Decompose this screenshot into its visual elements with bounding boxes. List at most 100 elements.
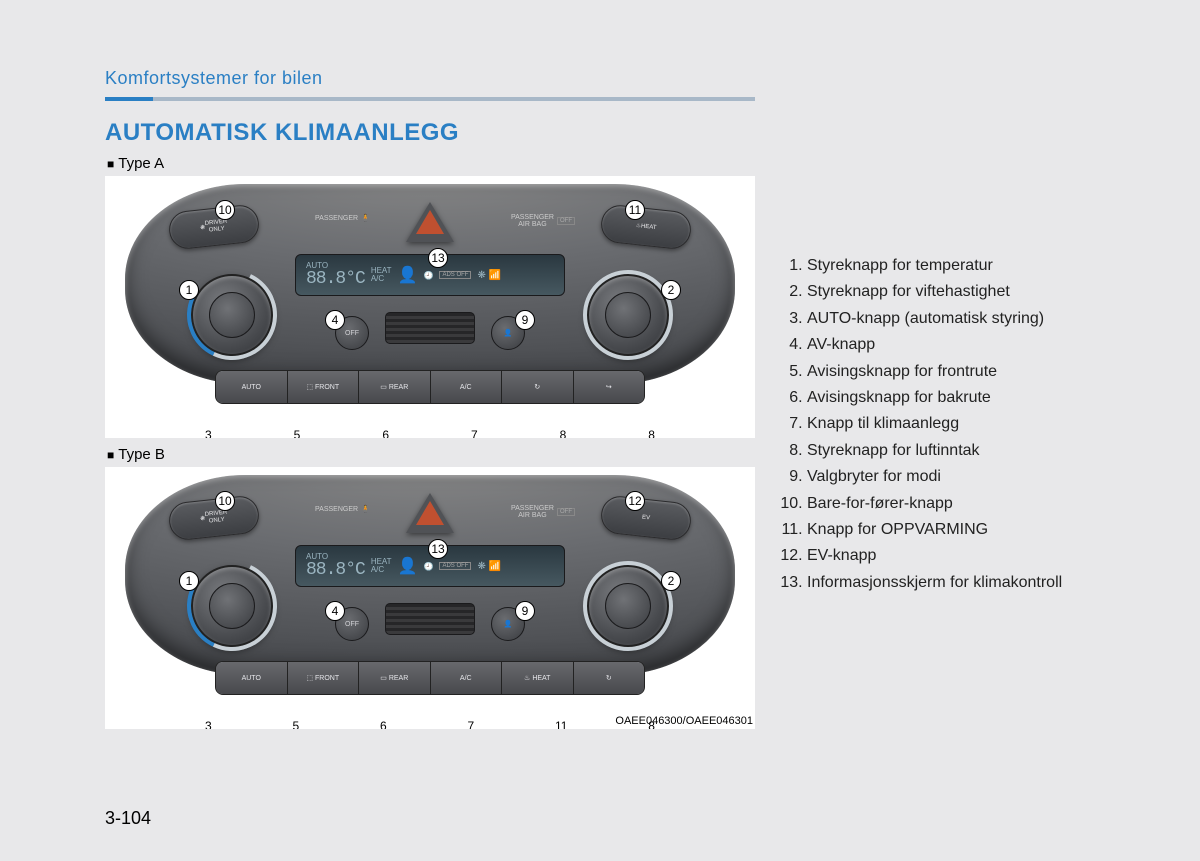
type-a-label: Type A — [107, 155, 755, 172]
legend-item: Valgbryter for modi — [807, 464, 1095, 490]
lcd-ads-b: ADS OFF — [439, 562, 471, 570]
legend-item: Knapp til klimaanlegg — [807, 411, 1095, 437]
airbag-off-indicator: OFF — [557, 217, 575, 225]
callout-b1: 1 — [179, 571, 199, 591]
driver-only-label: DRIVER ONLY — [205, 219, 229, 234]
fresh-air-icon: ↪ — [606, 383, 612, 391]
airbag-label-b: PASSENGER AIR BAG OFF — [511, 505, 575, 519]
mode-icon: 👤 — [504, 329, 513, 337]
callout-b2: 2 — [661, 571, 681, 591]
callout-b11: 11 — [555, 719, 567, 729]
airflow-icon: 👤 — [398, 265, 418, 285]
airbag-label: PASSENGER AIR BAG OFF — [511, 214, 575, 228]
passenger-label: PASSENGER 🧍 — [315, 214, 370, 222]
airbag-off-indicator-b: OFF — [557, 508, 575, 516]
callout-b7: 7 — [468, 719, 475, 729]
section-header: Komfortsystemer for bilen — [105, 68, 1110, 101]
driver-only-label-b: DRIVER ONLY — [205, 510, 229, 525]
callout-b10: 10 — [215, 491, 235, 511]
climate-panel-a: ❋ DRIVER ONLY ♨ HEAT PASSENGER 🧍 PASSENG… — [125, 184, 735, 422]
content-row: Type A ❋ DRIVER ONLY ♨ HEAT PASSENGER 🧍 — [105, 153, 1110, 729]
callout-b13: 13 — [428, 539, 448, 559]
bottom-button-bar-b: AUTO ⬚FRONT ▭REAR A/C ♨HEAT ↻ — [215, 661, 645, 695]
hazard-button-b[interactable] — [406, 493, 454, 533]
recirculate-button[interactable]: ↻ — [502, 371, 574, 403]
clock-icon: 🕘 — [423, 562, 433, 571]
temperature-knob[interactable] — [191, 274, 273, 356]
callout-11: 11 — [625, 200, 645, 220]
panel-a: ❋ DRIVER ONLY ♨ HEAT PASSENGER 🧍 PASSENG… — [105, 176, 755, 438]
ev-label: EV — [642, 514, 651, 521]
ac-button[interactable]: A/C — [431, 371, 503, 403]
legend-item: Styreknapp for temperatur — [807, 253, 1095, 279]
legend-item: AUTO-knapp (automatisk styring) — [807, 306, 1095, 332]
clock-icon: 🕘 — [423, 271, 433, 280]
fan-speed-knob-b[interactable] — [587, 565, 669, 647]
legend-item: Informasjonsskjerm for klimakontroll — [807, 570, 1095, 596]
front-defrost-button[interactable]: ⬚FRONT — [288, 371, 360, 403]
heat-icon: ♨ — [524, 674, 530, 682]
callout-b6: 6 — [380, 719, 387, 729]
callout-13: 13 — [428, 248, 448, 268]
fan-level-icon: ❋ 📶 — [477, 561, 501, 572]
recirculate-button-b[interactable]: ↻ — [574, 662, 645, 694]
defrost-front-icon: ⬚ — [306, 674, 313, 682]
center-vent — [385, 312, 475, 344]
callout-4: 4 — [325, 310, 345, 330]
airflow-icon: 👤 — [398, 556, 418, 576]
callout-b9: 9 — [515, 601, 535, 621]
page-number: 3-104 — [105, 808, 151, 829]
legend-list: Styreknapp for temperatur Styreknapp for… — [785, 253, 1095, 596]
lcd-temp-b: 88.8°C — [306, 561, 365, 579]
heat-label: HEAT — [641, 223, 657, 231]
bottom-button-bar: AUTO ⬚FRONT ▭REAR A/C ↻ ↪ — [215, 370, 645, 404]
type-b-label: Type B — [107, 446, 755, 463]
callout-9: 9 — [515, 310, 535, 330]
seatbelt-icon: 🧍 — [361, 214, 370, 222]
fan-speed-knob[interactable] — [587, 274, 669, 356]
callout-8a: 8 — [560, 428, 567, 438]
panel-b: ❋ DRIVER ONLY EV PASSENGER 🧍 PASSENGER A… — [105, 467, 755, 729]
auto-button-b[interactable]: AUTO — [216, 662, 288, 694]
callout-8b: 8 — [648, 428, 655, 438]
temperature-knob-b[interactable] — [191, 565, 273, 647]
diagram-column: Type A ❋ DRIVER ONLY ♨ HEAT PASSENGER 🧍 — [105, 153, 755, 729]
climate-panel-b: ❋ DRIVER ONLY EV PASSENGER 🧍 PASSENGER A… — [125, 475, 735, 713]
fresh-air-button[interactable]: ↪ — [574, 371, 645, 403]
section-header-text: Komfortsystemer for bilen — [105, 68, 323, 88]
callout-b3: 3 — [205, 719, 212, 729]
legend-item: Styreknapp for luftinntak — [807, 438, 1095, 464]
lcd-ads: ADS OFF — [439, 271, 471, 279]
auto-button[interactable]: AUTO — [216, 371, 288, 403]
figure-reference-code: OAEE046300/OAEE046301 — [615, 715, 753, 727]
recirc-icon: ↻ — [606, 674, 612, 682]
callout-7: 7 — [471, 428, 478, 438]
callout-10: 10 — [215, 200, 235, 220]
page-title: AUTOMATISK KLIMAANLEGG — [105, 119, 1110, 147]
callout-b4: 4 — [325, 601, 345, 621]
legend-item: Avisingsknapp for frontrute — [807, 359, 1095, 385]
fan-level-icon: ❋ 📶 — [477, 270, 501, 281]
legend-item: EV-knapp — [807, 543, 1095, 569]
callout-1: 1 — [179, 280, 199, 300]
callout-3: 3 — [205, 428, 212, 438]
bottom-callout-row-a: 3 5 6 7 8 8 — [205, 428, 655, 438]
mode-icon: 👤 — [504, 620, 513, 628]
callout-b12: 12 — [625, 491, 645, 511]
center-vent-b — [385, 603, 475, 635]
ac-button-b[interactable]: A/C — [431, 662, 503, 694]
recirc-icon: ↻ — [534, 383, 540, 391]
callout-5: 5 — [294, 428, 301, 438]
lcd-temp: 88.8°C — [306, 270, 365, 288]
front-defrost-button-b[interactable]: ⬚FRONT — [288, 662, 360, 694]
rear-defrost-button[interactable]: ▭REAR — [359, 371, 431, 403]
lcd-ac: A/C — [371, 275, 392, 283]
legend-item: Knapp for OPPVARMING — [807, 517, 1095, 543]
rear-defrost-button-b[interactable]: ▭REAR — [359, 662, 431, 694]
defrost-rear-icon: ▭ — [380, 383, 387, 391]
legend-item: Bare-for-fører-knapp — [807, 491, 1095, 517]
heat-button-b[interactable]: ♨HEAT — [502, 662, 574, 694]
legend-item: Avisingsknapp for bakrute — [807, 385, 1095, 411]
hazard-button[interactable] — [406, 202, 454, 242]
callout-6: 6 — [382, 428, 389, 438]
